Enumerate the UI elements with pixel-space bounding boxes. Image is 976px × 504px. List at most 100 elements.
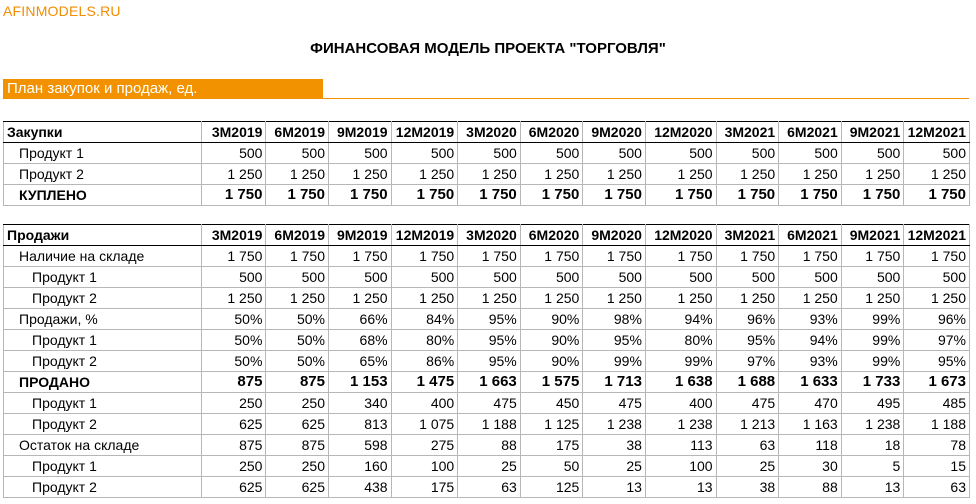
value-cell[interactable]: 1 250 — [840, 163, 905, 185]
value-cell[interactable]: 1 250 — [390, 163, 459, 185]
value-cell[interactable]: 1 750 — [265, 245, 329, 267]
value-cell[interactable]: 875 — [200, 434, 267, 456]
value-cell[interactable]: 875 — [265, 434, 329, 456]
value-cell[interactable]: 1 688 — [715, 371, 780, 393]
value-cell[interactable]: 1 750 — [582, 245, 646, 267]
value-cell[interactable]: 1 250 — [519, 287, 584, 309]
value-cell[interactable]: 1 250 — [903, 163, 970, 185]
value-cell[interactable]: 500 — [582, 142, 646, 164]
value-cell[interactable]: 340 — [328, 392, 392, 414]
value-cell[interactable]: 95% — [457, 329, 521, 351]
value-cell[interactable]: 500 — [644, 266, 717, 288]
value-cell[interactable]: 95% — [715, 329, 780, 351]
value-cell[interactable]: 95% — [903, 350, 970, 372]
value-cell[interactable]: 250 — [200, 455, 267, 477]
value-cell[interactable]: 1 153 — [328, 371, 392, 393]
value-cell[interactable]: 65% — [328, 350, 392, 372]
value-cell[interactable]: 1 638 — [644, 371, 717, 393]
value-cell[interactable]: 1 750 — [644, 184, 717, 206]
value-cell[interactable]: 1 188 — [457, 413, 521, 435]
value-cell[interactable]: 68% — [328, 329, 392, 351]
value-cell[interactable]: 98% — [582, 308, 646, 330]
value-cell[interactable]: 1 750 — [903, 184, 970, 206]
value-cell[interactable]: 500 — [200, 266, 267, 288]
value-cell[interactable]: 1 213 — [715, 413, 780, 435]
value-cell[interactable]: 475 — [457, 392, 521, 414]
value-cell[interactable]: 1 250 — [519, 163, 584, 185]
value-cell[interactable]: 500 — [778, 266, 842, 288]
value-cell[interactable]: 1 188 — [903, 413, 970, 435]
value-cell[interactable]: 1 250 — [582, 287, 646, 309]
value-cell[interactable]: 1 250 — [840, 287, 905, 309]
value-cell[interactable]: 500 — [390, 142, 459, 164]
value-cell[interactable]: 1 250 — [390, 287, 459, 309]
value-cell[interactable]: 1 075 — [390, 413, 459, 435]
value-cell[interactable]: 99% — [644, 350, 717, 372]
value-cell[interactable]: 1 750 — [778, 184, 842, 206]
value-cell[interactable]: 625 — [265, 476, 329, 498]
value-cell[interactable]: 500 — [644, 142, 717, 164]
value-cell[interactable]: 90% — [519, 350, 584, 372]
value-cell[interactable]: 50 — [519, 455, 584, 477]
value-cell[interactable]: 1 750 — [840, 245, 905, 267]
value-cell[interactable]: 90% — [519, 308, 584, 330]
value-cell[interactable]: 1 663 — [457, 371, 521, 393]
value-cell[interactable]: 100 — [390, 455, 459, 477]
value-cell[interactable]: 1 750 — [582, 184, 646, 206]
value-cell[interactable]: 275 — [390, 434, 459, 456]
value-cell[interactable]: 50% — [200, 350, 267, 372]
value-cell[interactable]: 875 — [265, 371, 329, 393]
value-cell[interactable]: 99% — [840, 308, 905, 330]
value-cell[interactable]: 1 633 — [778, 371, 842, 393]
value-cell[interactable]: 66% — [328, 308, 392, 330]
value-cell[interactable]: 50% — [200, 329, 267, 351]
value-cell[interactable]: 1 125 — [519, 413, 584, 435]
value-cell[interactable]: 1 250 — [457, 163, 521, 185]
value-cell[interactable]: 175 — [519, 434, 584, 456]
value-cell[interactable]: 50% — [265, 329, 329, 351]
value-cell[interactable]: 125 — [519, 476, 584, 498]
value-cell[interactable]: 500 — [457, 142, 521, 164]
value-cell[interactable]: 175 — [390, 476, 459, 498]
value-cell[interactable]: 1 750 — [519, 245, 584, 267]
value-cell[interactable]: 1 750 — [519, 184, 584, 206]
value-cell[interactable]: 500 — [903, 266, 970, 288]
value-cell[interactable]: 875 — [200, 371, 267, 393]
value-cell[interactable]: 13 — [644, 476, 717, 498]
value-cell[interactable]: 38 — [715, 476, 780, 498]
value-cell[interactable]: 1 250 — [200, 163, 267, 185]
value-cell[interactable]: 63 — [715, 434, 780, 456]
value-cell[interactable]: 1 750 — [457, 245, 521, 267]
value-cell[interactable]: 625 — [200, 413, 267, 435]
value-cell[interactable]: 1 750 — [840, 184, 905, 206]
value-cell[interactable]: 495 — [840, 392, 905, 414]
value-cell[interactable]: 93% — [778, 308, 842, 330]
value-cell[interactable]: 1 750 — [390, 184, 459, 206]
value-cell[interactable]: 25 — [715, 455, 780, 477]
value-cell[interactable]: 1 250 — [265, 163, 329, 185]
value-cell[interactable]: 500 — [457, 266, 521, 288]
value-cell[interactable]: 1 750 — [390, 245, 459, 267]
value-cell[interactable]: 250 — [265, 392, 329, 414]
value-cell[interactable]: 1 750 — [265, 184, 329, 206]
value-cell[interactable]: 90% — [519, 329, 584, 351]
value-cell[interactable]: 15 — [903, 455, 970, 477]
value-cell[interactable]: 500 — [519, 266, 584, 288]
value-cell[interactable]: 1 750 — [715, 184, 780, 206]
value-cell[interactable]: 1 750 — [328, 184, 392, 206]
value-cell[interactable]: 1 250 — [715, 287, 780, 309]
value-cell[interactable]: 500 — [840, 142, 905, 164]
value-cell[interactable]: 78 — [903, 434, 970, 456]
value-cell[interactable]: 113 — [644, 434, 717, 456]
value-cell[interactable]: 400 — [390, 392, 459, 414]
value-cell[interactable]: 1 250 — [265, 287, 329, 309]
value-cell[interactable]: 13 — [840, 476, 905, 498]
value-cell[interactable]: 475 — [582, 392, 646, 414]
value-cell[interactable]: 97% — [715, 350, 780, 372]
value-cell[interactable]: 95% — [582, 329, 646, 351]
value-cell[interactable]: 1 250 — [328, 163, 392, 185]
value-cell[interactable]: 50% — [265, 308, 329, 330]
value-cell[interactable]: 1 750 — [903, 245, 970, 267]
value-cell[interactable]: 99% — [582, 350, 646, 372]
value-cell[interactable]: 97% — [903, 329, 970, 351]
